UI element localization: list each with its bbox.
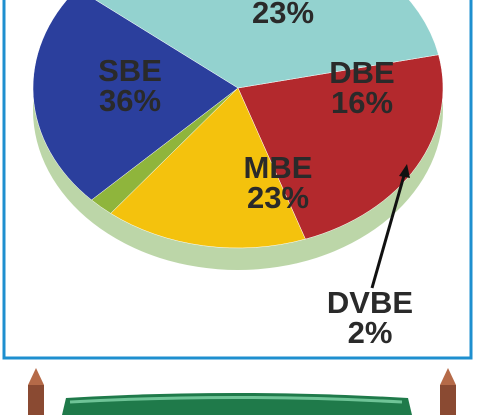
slice-value: 36% [99,83,161,118]
arrow-head [399,164,410,178]
slice-value: 23% [247,180,309,215]
slice-value: 23% [252,0,314,30]
decoration [28,368,456,415]
slice-name: MBE [244,150,313,185]
pie [32,0,444,270]
pointer [370,171,407,289]
slice-name: DVBE [327,285,413,320]
slice [110,87,306,249]
slice [95,0,439,89]
slice-name: DBE [329,55,394,90]
slice-value: 16% [331,85,393,120]
slice-value: 2% [348,315,393,350]
slice-name: SBE [98,53,162,88]
slice [237,54,444,240]
slice [32,0,239,201]
